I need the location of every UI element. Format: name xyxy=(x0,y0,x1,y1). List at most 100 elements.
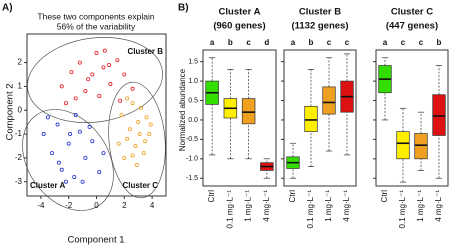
plot-frame xyxy=(26,33,167,197)
y-tick-label: 0 xyxy=(18,105,23,114)
point xyxy=(55,122,60,127)
point xyxy=(130,153,135,158)
point xyxy=(90,139,95,144)
point xyxy=(127,127,132,132)
point xyxy=(130,101,135,106)
point xyxy=(148,122,153,127)
point xyxy=(59,167,64,172)
annotation: 56% of the variability xyxy=(57,21,136,31)
point xyxy=(45,115,50,120)
point xyxy=(68,132,73,137)
point xyxy=(147,132,152,137)
panel-label: B) xyxy=(178,3,189,14)
significance-letter: c xyxy=(419,38,424,47)
point xyxy=(119,113,124,118)
y-axis-label: Component 2 xyxy=(5,83,16,140)
y-tick-label: -3 xyxy=(15,177,23,186)
panel-title: Cluster B xyxy=(299,7,341,18)
x-tick-label: Ctrl xyxy=(288,190,297,203)
significance-letter: c xyxy=(345,38,350,47)
cluster-label: Cluster C xyxy=(122,181,158,190)
point xyxy=(116,141,121,146)
box xyxy=(304,105,318,132)
point xyxy=(77,129,82,134)
point xyxy=(41,132,46,137)
point xyxy=(125,136,130,141)
point xyxy=(144,115,149,120)
y-tick-label: 0.5 xyxy=(188,97,198,104)
box xyxy=(241,98,256,125)
point xyxy=(87,124,92,129)
point xyxy=(77,60,82,65)
y-tick-label: 1.5 xyxy=(188,59,198,66)
point xyxy=(137,132,142,137)
point xyxy=(94,51,99,56)
significance-letter: c xyxy=(327,38,332,47)
point xyxy=(97,93,102,98)
point xyxy=(90,72,95,77)
significance-letter: d xyxy=(264,38,269,47)
point xyxy=(130,86,135,91)
significance-letter: c xyxy=(246,38,251,47)
point xyxy=(143,139,148,144)
significance-letter: a xyxy=(210,38,215,47)
point xyxy=(138,105,143,110)
x-tick-label: 4 xyxy=(150,201,155,210)
significance-letter: c xyxy=(401,38,406,47)
point xyxy=(136,120,141,125)
point xyxy=(73,113,78,118)
point xyxy=(101,151,106,156)
annotation: These two components explain xyxy=(37,11,154,21)
x-tick-label: -4 xyxy=(37,201,45,210)
x-tick-label: 1 mg·L⁻¹ xyxy=(416,190,425,222)
panel-subtitle: (447 genes) xyxy=(386,21,438,32)
x-tick-label: Ctrl xyxy=(207,190,216,203)
point xyxy=(133,143,138,148)
point xyxy=(108,82,113,87)
point xyxy=(56,160,61,165)
box xyxy=(322,86,336,115)
y-tick-label: 0.0 xyxy=(188,117,198,124)
y-tick-label: 2 xyxy=(18,58,23,67)
point xyxy=(63,101,68,106)
y-tick-label: 1.0 xyxy=(188,78,198,85)
y-tick-label: -0.5 xyxy=(186,136,198,143)
panel-title: Cluster C xyxy=(391,7,433,18)
significance-letter: a xyxy=(291,38,296,47)
cluster-ellipses xyxy=(22,36,166,211)
significance-letter: b xyxy=(309,38,314,47)
point xyxy=(115,58,120,63)
x-tick-label: Ctrl xyxy=(380,190,389,203)
point xyxy=(86,77,91,82)
point xyxy=(63,179,68,184)
box xyxy=(414,133,428,160)
point xyxy=(107,62,112,67)
point xyxy=(122,72,127,77)
x-tick-label: 0.1 mg·L⁻¹ xyxy=(306,190,315,229)
x-tick-label: 4 mg·L⁻¹ xyxy=(262,190,271,222)
point xyxy=(69,70,74,75)
point xyxy=(66,141,71,146)
y-tick-label: 1 xyxy=(18,82,23,91)
point xyxy=(50,151,55,156)
point xyxy=(101,65,106,70)
point xyxy=(122,155,127,160)
x-tick-label: 1 mg·L⁻¹ xyxy=(324,190,333,222)
plot-frame xyxy=(283,49,357,187)
panel-subtitle: (1132 genes) xyxy=(291,21,348,32)
x-tick-label: 0.1 mg·L⁻¹ xyxy=(398,190,407,229)
x-tick-label: 4 mg·L⁻¹ xyxy=(342,190,351,222)
cluster-label: Cluster A xyxy=(30,181,65,190)
point xyxy=(141,151,146,156)
point xyxy=(83,89,88,94)
x-tick-label: 1 mg·L⁻¹ xyxy=(244,190,253,222)
x-tick-label: 2 xyxy=(122,201,127,210)
box xyxy=(432,94,446,136)
box xyxy=(396,131,410,160)
panel-label: A) xyxy=(2,3,13,14)
point xyxy=(102,48,107,53)
y-tick-label: -2 xyxy=(15,153,23,162)
point xyxy=(59,84,64,89)
cluster-label: Cluster B xyxy=(127,47,163,56)
